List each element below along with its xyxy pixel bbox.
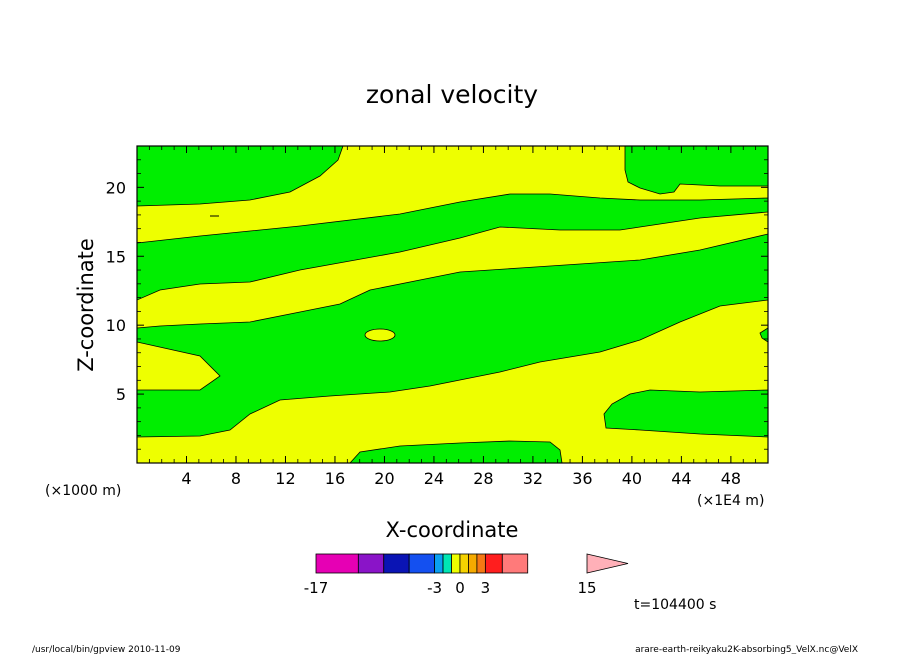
colorbar-segment <box>357 553 385 574</box>
colorbar-extend-arrow <box>586 553 629 574</box>
contour-band-bottom-right-green <box>603 389 768 438</box>
chart-title: zonal velocity <box>366 80 538 109</box>
colorbar-segment <box>451 553 461 574</box>
colorbar-segment <box>434 553 444 574</box>
colorbar-segment <box>315 553 359 574</box>
colorbar-label: -3 <box>427 579 442 597</box>
contour-band-upper-green <box>137 193 768 301</box>
x-unit-right: (×1E4 m) <box>697 493 764 509</box>
contour-island-yellow <box>364 328 396 342</box>
colorbar-segment <box>501 553 529 574</box>
x-tick-label: 32 <box>523 469 543 488</box>
x-tick-label: 12 <box>275 469 295 488</box>
colorbar-segment <box>468 553 478 574</box>
y-tick-label: 10 <box>106 316 126 335</box>
x-unit-left: (×1000 m) <box>45 483 121 499</box>
colorbar-label: 3 <box>481 579 491 597</box>
x-tick-label: 4 <box>181 469 191 488</box>
y-tick-label: 20 <box>106 178 126 197</box>
x-axis-label: X-coordinate <box>386 518 519 542</box>
colorbar-segment <box>442 553 452 574</box>
y-axis-label: Z-coordinate <box>74 238 98 372</box>
contour-band-top-green <box>137 146 344 207</box>
y-tick-label: 15 <box>106 247 126 266</box>
x-tick-label: 44 <box>671 469 691 488</box>
contour-band-middle-green <box>137 233 768 438</box>
colorbar-segment <box>408 553 435 574</box>
y-tick-label: 5 <box>116 385 126 404</box>
x-tick-label: 20 <box>374 469 394 488</box>
x-tick-label: 36 <box>572 469 592 488</box>
colorbar-label: 0 <box>455 579 465 597</box>
y-axis: 5 10 15 20 <box>106 159 768 450</box>
x-tick-label: 16 <box>325 469 345 488</box>
colorbar-segment <box>383 553 410 574</box>
colorbar-segment <box>459 553 469 574</box>
plot-frame <box>136 145 769 464</box>
x-tick-label: 8 <box>231 469 241 488</box>
colorbar-segment <box>484 553 503 574</box>
footer-right: arare-earth-reikyaku2K-absorbing5_VelX.n… <box>635 645 858 654</box>
colorbar-label: 15 <box>577 579 596 597</box>
x-tick-label: 28 <box>473 469 493 488</box>
x-tick-label: 40 <box>622 469 642 488</box>
time-label: t=104400 s <box>634 597 716 613</box>
x-tick-label: 48 <box>721 469 741 488</box>
colorbar-label: -17 <box>304 579 329 597</box>
contour-notch-right-edge <box>759 327 768 343</box>
colorbar-segment <box>476 553 486 574</box>
footer-left: /usr/local/bin/gpview 2010-11-09 <box>32 645 181 654</box>
contour-band-bottom-green <box>349 440 563 463</box>
contour-field <box>137 146 768 463</box>
x-tick-label: 24 <box>424 469 444 488</box>
x-axis: 4 8 12 16 20 24 28 32 36 40 44 48 <box>148 146 757 488</box>
colorbar: -17 -3 0 3 15 <box>304 553 629 597</box>
contour-band-top-right-green <box>624 146 768 195</box>
